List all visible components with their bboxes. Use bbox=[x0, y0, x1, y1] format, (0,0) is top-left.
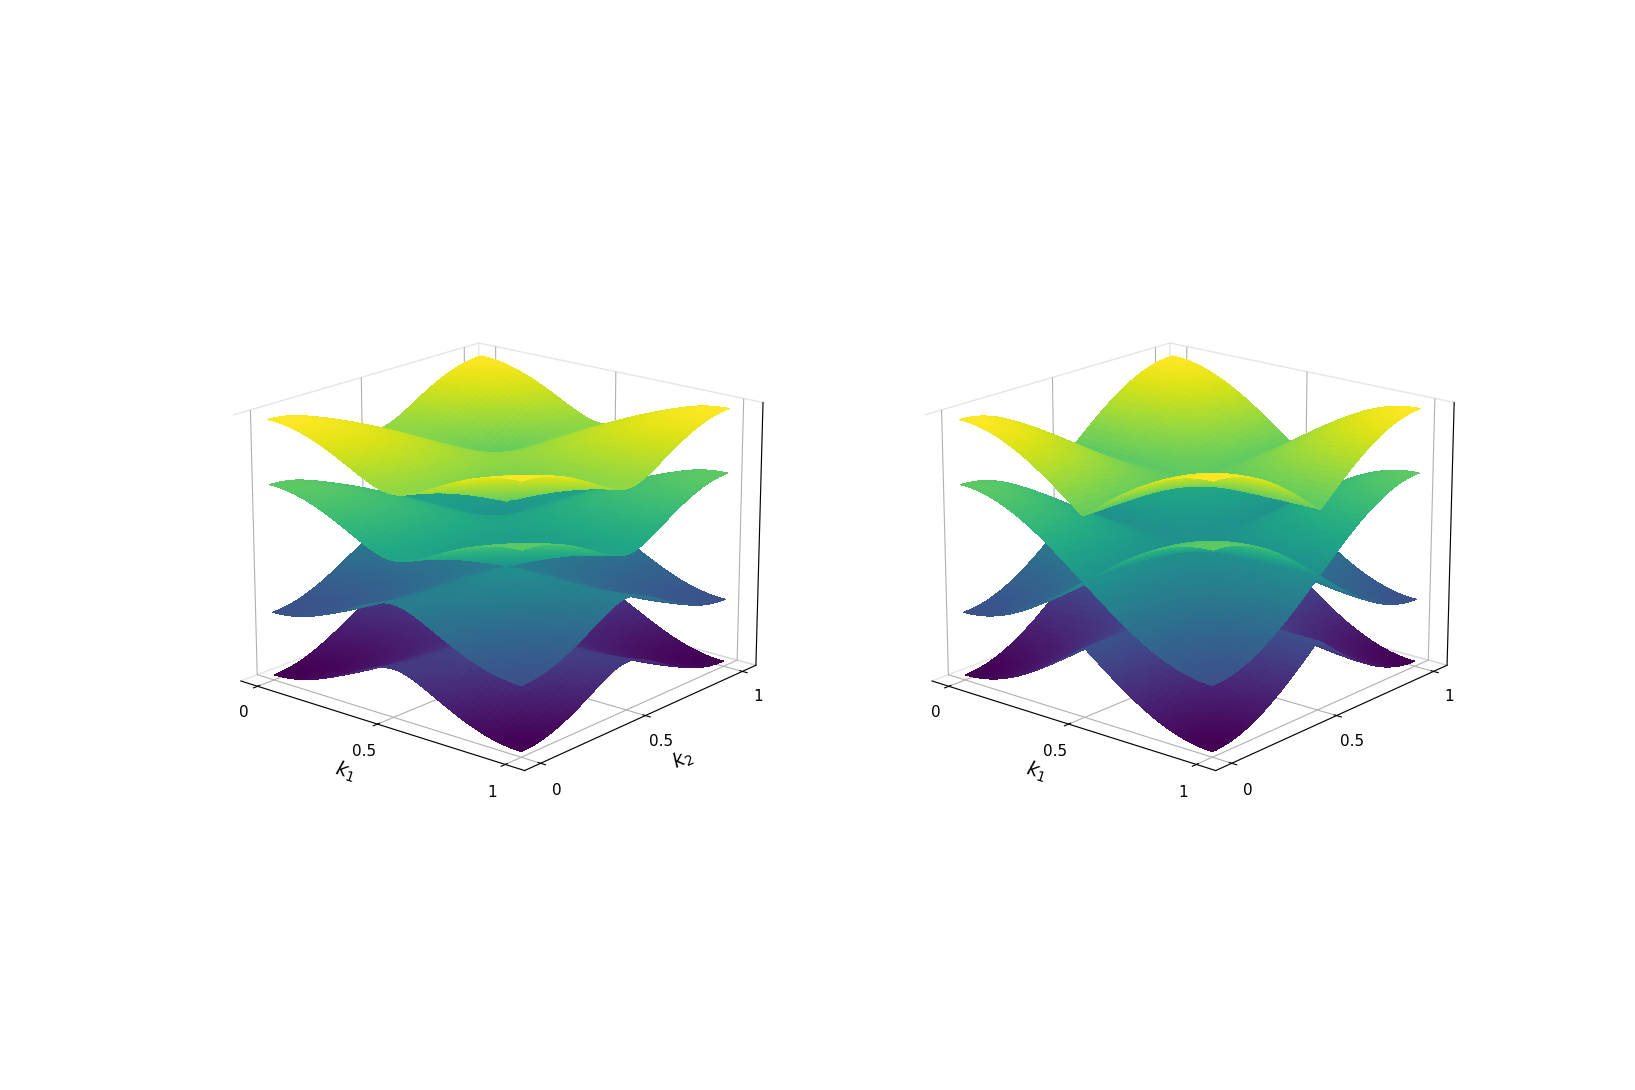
X-axis label: $k_1$: $k_1$ bbox=[332, 758, 358, 785]
Y-axis label: $k_2$: $k_2$ bbox=[669, 746, 697, 775]
X-axis label: $k_1$: $k_1$ bbox=[1024, 758, 1050, 785]
